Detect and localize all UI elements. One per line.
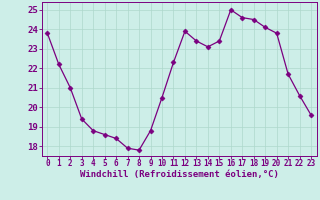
X-axis label: Windchill (Refroidissement éolien,°C): Windchill (Refroidissement éolien,°C) [80,170,279,179]
